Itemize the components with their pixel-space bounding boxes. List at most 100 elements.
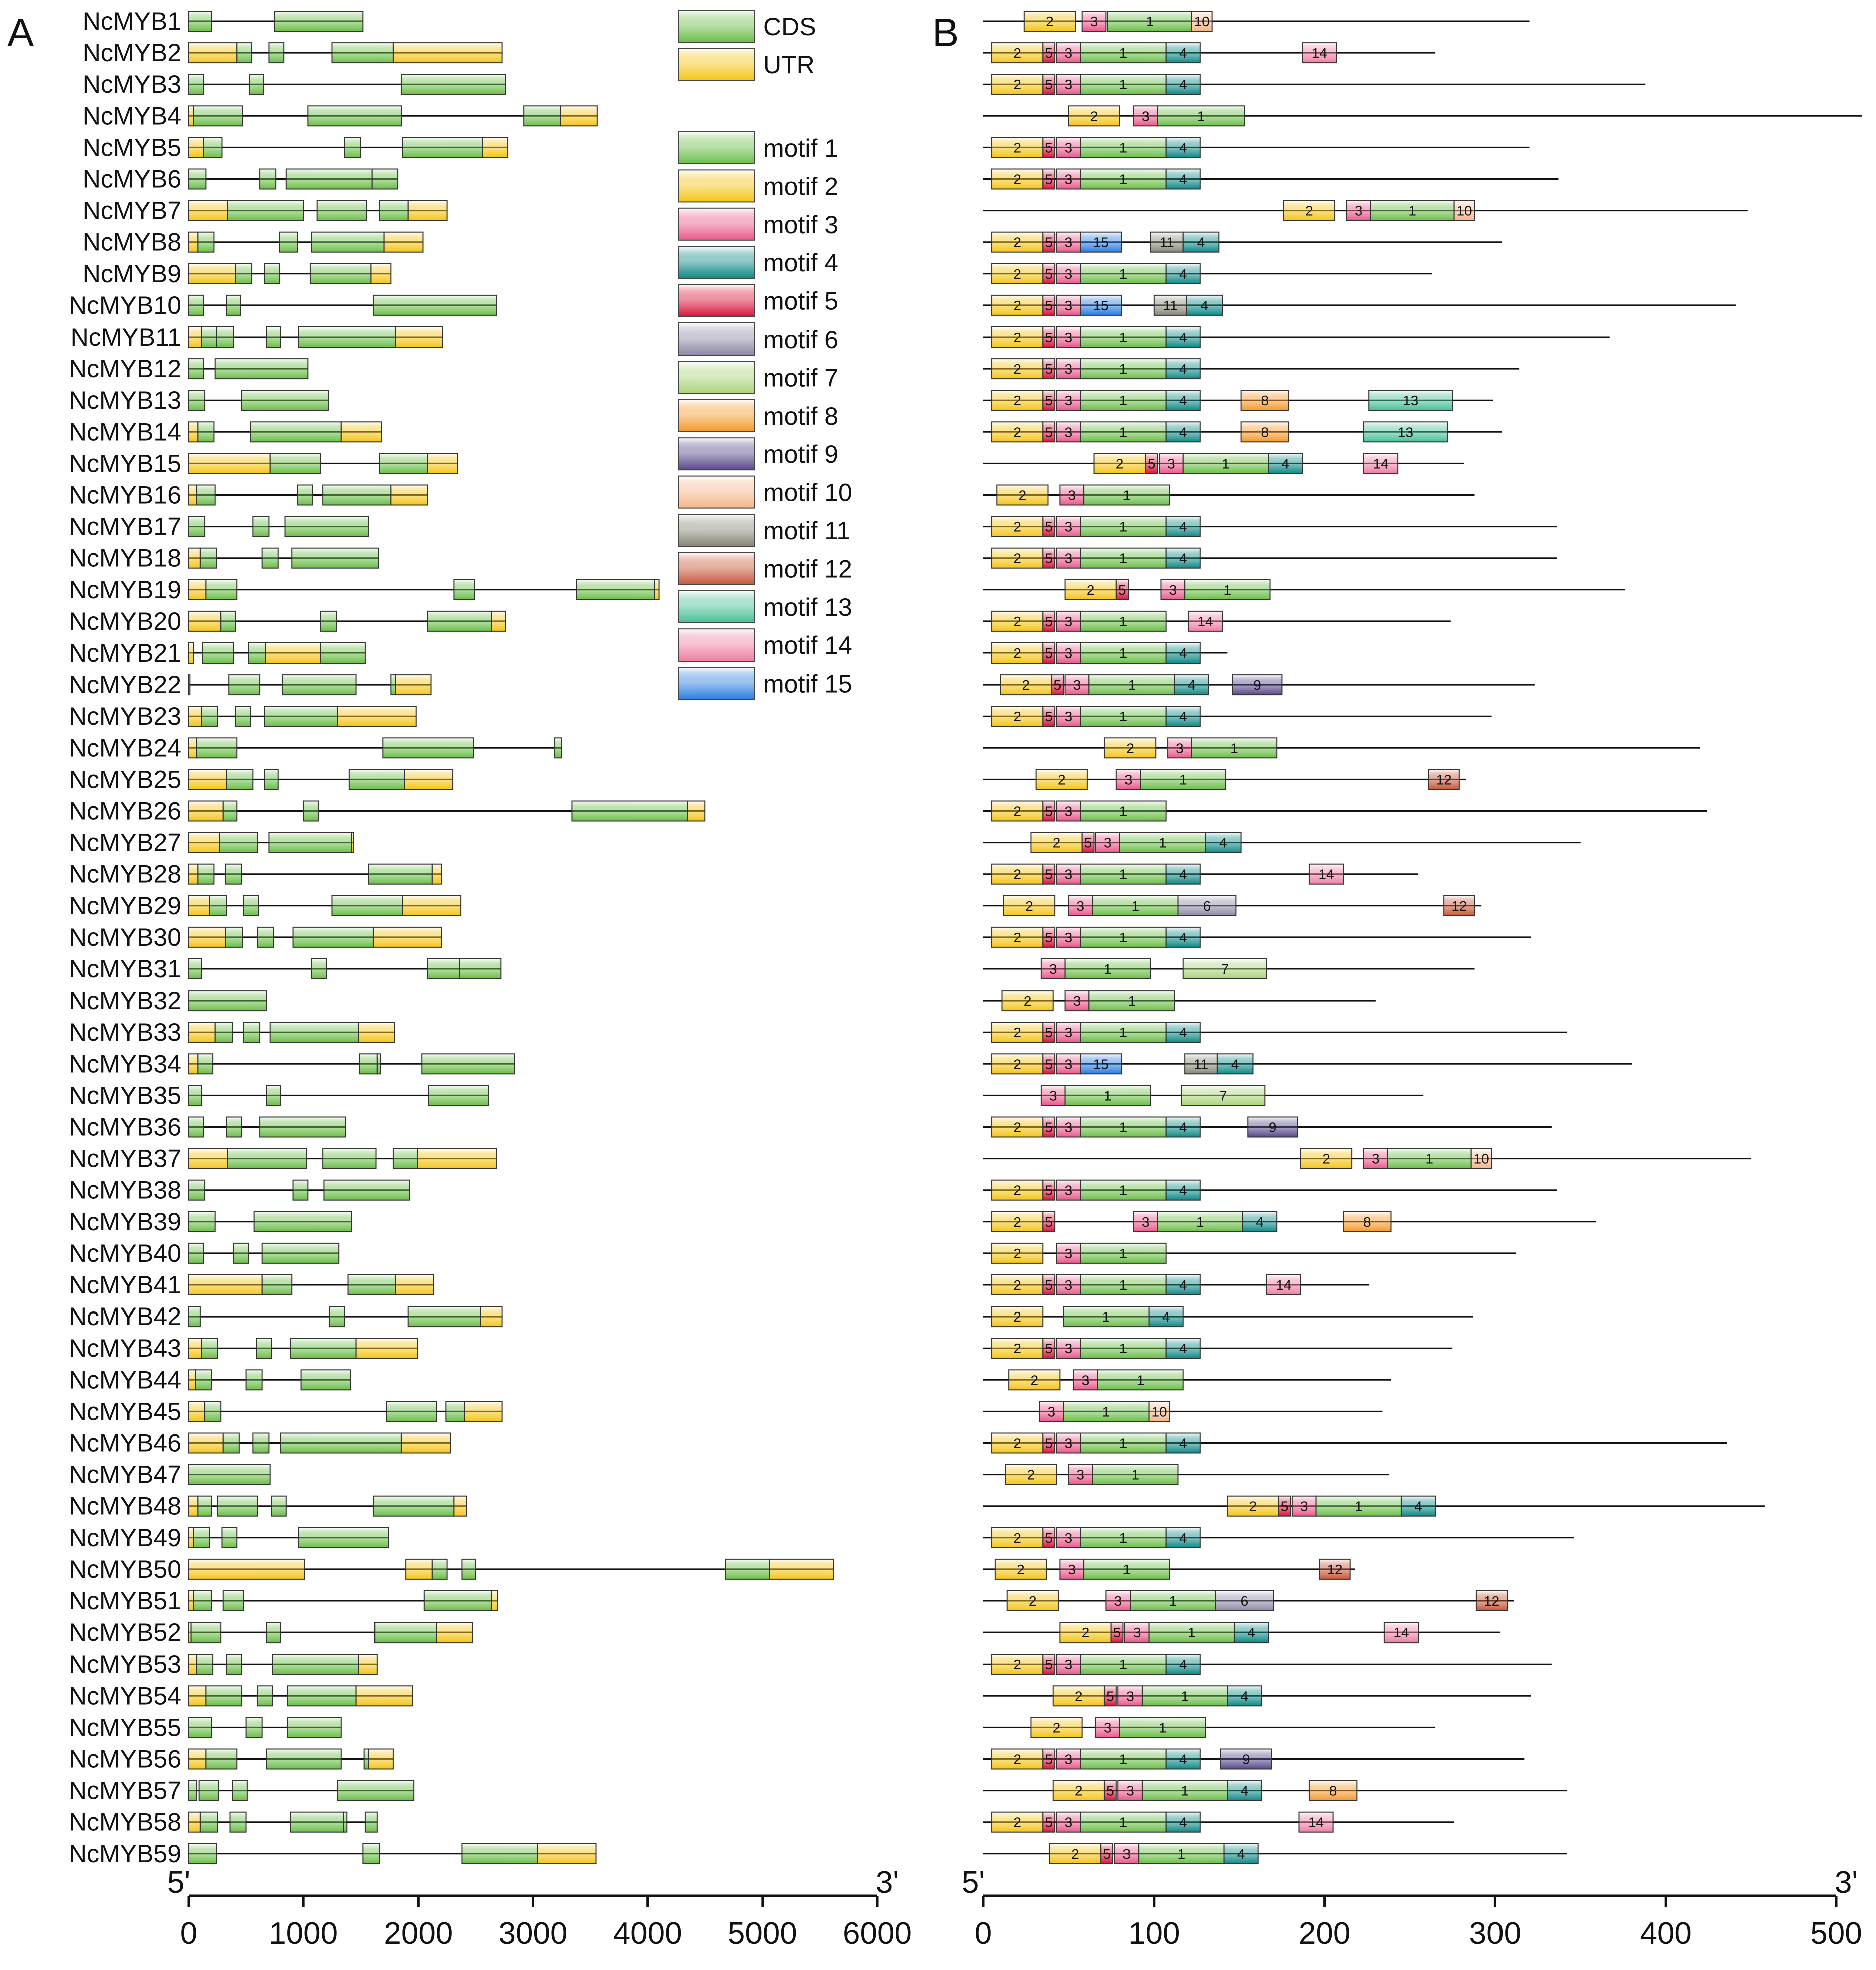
- motif-label: 4: [1179, 1183, 1187, 1198]
- cds-exon: [197, 231, 215, 253]
- gene-name: NcMYB46: [69, 1429, 181, 1457]
- motif-label: 3: [1065, 266, 1073, 282]
- motif-3-box: [1056, 137, 1081, 158]
- motif-1-box: [1184, 579, 1271, 600]
- motif-label: 4: [1179, 424, 1187, 440]
- cds-exon: [269, 1022, 359, 1043]
- motif-label: 15: [1093, 1056, 1109, 1072]
- utr-exon: [188, 1401, 206, 1422]
- motif-14-box: [1383, 1622, 1419, 1644]
- motif-10-box: [1453, 200, 1475, 221]
- motif-label: 14: [1393, 1625, 1409, 1640]
- motif-label: 1: [1119, 45, 1128, 61]
- motif-label: 2: [1126, 740, 1134, 756]
- gene-structure-row: [188, 1022, 395, 1043]
- motif-4-box: [1182, 231, 1220, 253]
- motif-label: 9: [1242, 1752, 1250, 1767]
- motif-4-box: [1165, 263, 1201, 284]
- gene-name: NcMYB49: [69, 1524, 181, 1552]
- motif-4-box: [1186, 294, 1223, 316]
- motif-label: 4: [1179, 393, 1187, 408]
- motif-5-box: [1042, 137, 1056, 158]
- legend-m10-label: motif 10: [763, 479, 852, 507]
- motif-1-box: [1182, 453, 1269, 474]
- motif-label: 3: [1065, 1277, 1073, 1293]
- utr-exon: [368, 1748, 394, 1770]
- motif-8-box: [1343, 1211, 1392, 1232]
- motif-3-box: [1059, 484, 1085, 506]
- motif-label: 10: [1456, 203, 1472, 219]
- motif-label: 1: [1119, 1120, 1128, 1135]
- utr-exon: [436, 1622, 473, 1644]
- motif-label: 1: [1132, 1467, 1140, 1483]
- utr-exon: [188, 1053, 199, 1075]
- motif-2-box: [1300, 1148, 1353, 1169]
- cds-exon: [523, 105, 561, 127]
- motif-label: 3: [1065, 424, 1073, 440]
- motif-2-box: [991, 1242, 1044, 1264]
- utr-exon: [372, 926, 442, 948]
- motif-1-box: [1080, 390, 1167, 411]
- gene-structure-row: [188, 1116, 346, 1138]
- motif-15-box: [1080, 294, 1122, 316]
- motif-3-box: [1056, 1527, 1081, 1548]
- motif-label: 5: [1045, 361, 1053, 377]
- cds-exon: [188, 1242, 204, 1264]
- motif-label: 3: [1133, 1625, 1141, 1640]
- gene-name: NcMYB41: [69, 1271, 181, 1299]
- motif-label: 10: [1474, 1151, 1489, 1167]
- cds-exon: [290, 1811, 344, 1833]
- utr-exon: [395, 1274, 434, 1295]
- utr-exon: [188, 200, 228, 221]
- gene-structure-row: [188, 1242, 340, 1264]
- gene-name: NcMYB27: [69, 829, 181, 857]
- motif-14-box: [1187, 610, 1223, 632]
- motif-label: 1: [1224, 582, 1232, 598]
- motif-2-box: [991, 294, 1044, 316]
- protein-row: 2 3 1: [983, 1464, 1390, 1485]
- cds-exon: [188, 516, 206, 537]
- cds-exon: [188, 390, 206, 411]
- motif-2-box: [991, 1527, 1044, 1548]
- motif-1-box: [1080, 800, 1167, 822]
- gene-structure-row: [188, 358, 309, 380]
- gene-structure-row: [188, 1148, 497, 1169]
- motif-label: 5: [1045, 645, 1053, 661]
- cds-exon: [445, 1401, 465, 1422]
- motif-label: 1: [1119, 77, 1128, 92]
- cds-exon: [188, 168, 207, 190]
- legend-m12-label: motif 12: [763, 555, 852, 583]
- cds-exon: [372, 1495, 455, 1517]
- motif-label: 1: [1179, 772, 1187, 787]
- motif-2-box: [994, 1558, 1047, 1580]
- cds-exon: [241, 390, 329, 411]
- utr-exon: [188, 579, 207, 600]
- motif-label: 3: [1049, 1088, 1057, 1103]
- motif-label: 4: [1179, 266, 1187, 282]
- cds-exon: [280, 1432, 402, 1454]
- motif-5-box: [1042, 516, 1056, 537]
- motif-3-box: [1056, 800, 1081, 822]
- utr-exon: [188, 1748, 207, 1770]
- axis-a-end-label: 3': [876, 1865, 899, 1900]
- gene-name: NcMYB42: [69, 1302, 181, 1331]
- motif-label: 5: [1045, 930, 1053, 945]
- motif-label: 1: [1119, 804, 1128, 819]
- gene-name: NcMYB1: [83, 7, 181, 35]
- motif-5-box: [1145, 453, 1158, 474]
- cds-exon: [287, 1685, 357, 1707]
- cds-exon: [259, 1116, 346, 1138]
- motif-label: 1: [1128, 677, 1136, 693]
- utr-exon: [188, 326, 202, 348]
- legend-m5-swatch: [678, 284, 755, 317]
- motif-label: 2: [1058, 772, 1066, 787]
- motif-label: 5: [1045, 45, 1053, 61]
- protein-row: 2 3 1: [983, 990, 1376, 1012]
- motif-2-box: [991, 390, 1044, 411]
- motif-3-box: [1064, 674, 1090, 696]
- legend: CDS UTR motif 1 motif 2 motif 3 motif 4 motif …: [678, 10, 852, 700]
- legend-m4-label: motif 4: [763, 249, 838, 277]
- motif-label: 11: [1163, 298, 1178, 313]
- gene-name: NcMYB36: [69, 1113, 181, 1141]
